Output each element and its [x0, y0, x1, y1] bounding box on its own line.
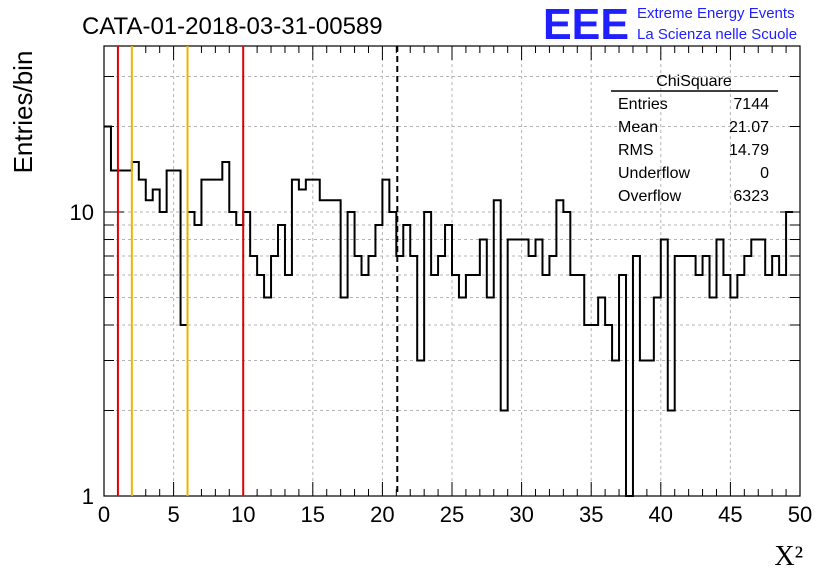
logo-line2: La Scienza nelle Scuole [637, 26, 797, 43]
histogram-outline [104, 125, 794, 497]
x-axis-label: X² [774, 541, 803, 572]
stats-entries-label: Entries [618, 96, 668, 113]
eee-logo: EEE Extreme Energy Events La Scienza nel… [543, 0, 797, 49]
stats-underflow-value: 0 [760, 165, 769, 182]
histogram [104, 125, 794, 497]
axis-ticks: 0 5 10 15 20 25 30 35 40 45 50 1 10 [70, 46, 812, 527]
logo-line1: Extreme Energy Events [637, 5, 795, 22]
x-tick-label: 30 [509, 502, 533, 527]
x-tick-label: 45 [718, 502, 742, 527]
x-tick-label: 0 [98, 502, 110, 527]
x-tick-label: 20 [370, 502, 394, 527]
stats-underflow-label: Underflow [618, 165, 690, 182]
logo-mark: EEE [543, 0, 629, 49]
stats-entries-value: 7144 [733, 96, 769, 113]
stats-overflow-label: Overflow [618, 188, 682, 205]
x-tick-label: 35 [579, 502, 603, 527]
x-tick-label: 25 [440, 502, 464, 527]
x-tick-label: 40 [649, 502, 673, 527]
stats-mean-value: 21.07 [729, 119, 769, 136]
y-tick-label: 1 [82, 484, 94, 509]
stats-box: ChiSquare Entries 7144 Mean 21.07 RMS 14… [611, 73, 778, 205]
stats-mean-label: Mean [618, 119, 658, 136]
stats-rms-label: RMS [618, 142, 654, 159]
reference-lines [116, 46, 399, 496]
x-tick-label: 50 [788, 502, 812, 527]
stats-overflow-value: 6323 [733, 188, 769, 205]
stats-rms-value: 14.79 [729, 142, 769, 159]
x-tick-label: 15 [301, 502, 325, 527]
y-axis-label: Entries/bin [8, 51, 38, 174]
x-tick-label: 10 [231, 502, 255, 527]
y-tick-label: 10 [70, 200, 94, 225]
chart-title: CATA-01-2018-03-31-00589 [82, 13, 383, 40]
x-tick-label: 5 [167, 502, 179, 527]
stats-title: ChiSquare [656, 73, 732, 90]
